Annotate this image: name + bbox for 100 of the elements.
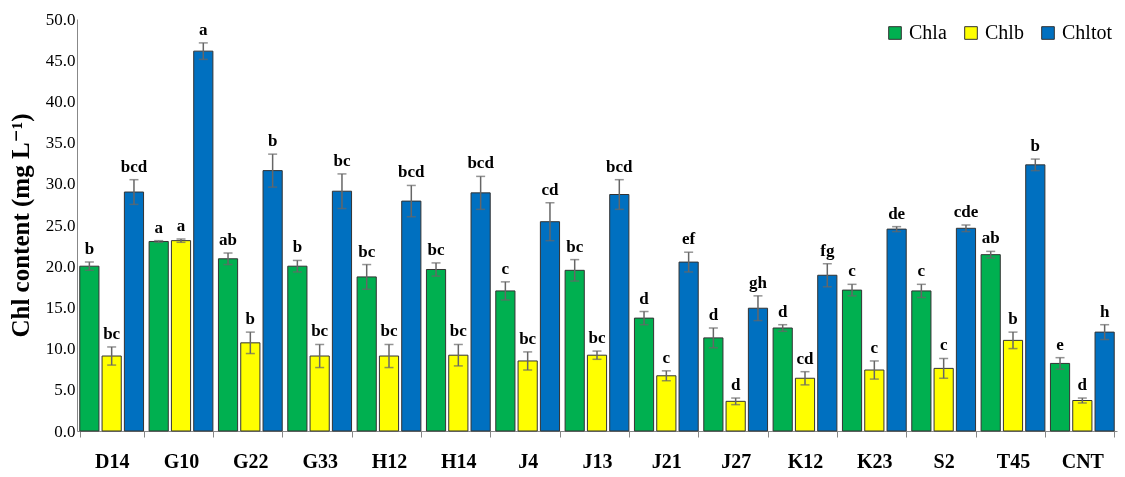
x-tick-label: H14 <box>441 449 477 472</box>
x-tick-label: S2 <box>933 449 955 472</box>
x-tick-label: K12 <box>787 449 824 472</box>
bar <box>955 227 977 432</box>
y-tick-label: 0.0 <box>54 421 76 441</box>
bar <box>1025 164 1046 432</box>
x-tick-label: G10 <box>163 449 200 472</box>
y-tick-label: 30.0 <box>45 174 76 194</box>
x-tick-label: CNT <box>1061 449 1105 472</box>
y-tick-label: 45.0 <box>45 50 76 70</box>
data-label: b <box>292 237 303 257</box>
data-label: c <box>848 261 857 281</box>
data-label: d <box>639 288 650 308</box>
data-label: a <box>176 216 186 236</box>
bar <box>564 269 585 432</box>
data-label: e <box>1056 334 1065 354</box>
y-tick-label: 5.0 <box>54 380 76 400</box>
bar <box>633 317 655 432</box>
data-label: bcd <box>467 153 495 173</box>
bar <box>586 354 608 432</box>
bar <box>378 355 400 432</box>
bar <box>193 50 214 432</box>
data-label: c <box>870 337 879 357</box>
data-label: bc <box>311 321 329 341</box>
data-label: bc <box>566 236 584 256</box>
data-label: c <box>939 335 948 355</box>
y-tick-label: 10.0 <box>45 339 76 359</box>
x-tick-label: J4 <box>518 449 539 472</box>
bar <box>401 200 422 432</box>
data-label: b <box>1008 309 1018 329</box>
y-tick-label: 40.0 <box>45 91 76 111</box>
bar <box>772 327 793 432</box>
data-label: ab <box>981 228 1000 248</box>
x-tick-label: T45 <box>996 449 1031 472</box>
data-label: c <box>662 347 671 367</box>
data-label: bc <box>427 239 445 259</box>
bar <box>425 269 447 432</box>
data-label: h <box>1099 301 1110 321</box>
legend-label: Chltot <box>1062 21 1113 43</box>
data-label: c <box>917 261 926 281</box>
data-label: b <box>267 131 278 151</box>
legend-label: Chlb <box>985 21 1024 43</box>
data-label: bcd <box>606 156 634 176</box>
bar <box>356 276 377 432</box>
data-label: b <box>245 309 256 329</box>
data-label: bc <box>449 321 468 341</box>
x-tick-label: K23 <box>857 449 893 472</box>
y-axis-title: Chl content (mg L⁻¹) <box>6 113 35 338</box>
data-label: ef <box>682 229 696 249</box>
data-label: a <box>199 19 209 39</box>
data-label: cde <box>953 202 979 221</box>
data-label: b <box>1030 136 1041 156</box>
bar <box>1049 362 1071 432</box>
x-tick-label: D14 <box>94 449 130 472</box>
data-label: bcd <box>398 162 426 182</box>
legend-label: Chla <box>909 21 947 43</box>
data-label: gh <box>748 272 768 292</box>
bar <box>1002 339 1024 432</box>
y-tick-label: 35.0 <box>45 133 76 153</box>
x-tick-label: J27 <box>721 449 752 472</box>
data-label: bc <box>588 328 606 348</box>
x-tick-label: G33 <box>302 449 338 472</box>
y-tick-label: 25.0 <box>45 215 76 235</box>
x-tick-label: J21 <box>651 449 682 472</box>
bar <box>217 258 239 432</box>
bar <box>170 240 192 432</box>
data-label: cd <box>541 179 560 199</box>
data-label: bc <box>333 150 351 170</box>
bar <box>841 289 863 432</box>
bar <box>148 240 169 432</box>
data-label: bcd <box>120 156 148 176</box>
data-label: d <box>777 301 788 321</box>
data-label: bc <box>358 241 376 261</box>
data-label: ab <box>219 230 238 250</box>
data-label: a <box>154 217 164 237</box>
bar <box>539 221 561 432</box>
x-tick-label: H12 <box>371 449 408 472</box>
bar <box>747 307 769 432</box>
data-label: bc <box>380 321 398 341</box>
y-tick-label: 15.0 <box>45 297 76 317</box>
bar <box>980 254 1001 432</box>
data-label: bc <box>103 323 121 343</box>
bar <box>817 274 838 432</box>
data-label: d <box>730 375 741 395</box>
bar <box>331 190 353 432</box>
bar <box>609 194 630 432</box>
bar <box>123 191 145 432</box>
data-label: d <box>1077 375 1088 395</box>
x-tick-label: J13 <box>582 449 613 472</box>
data-label: bc <box>519 328 537 348</box>
data-label: c <box>501 258 510 278</box>
y-tick-label: 50.0 <box>45 9 76 29</box>
data-label: cd <box>796 348 815 368</box>
data-label: b <box>84 239 95 259</box>
x-tick-label: G22 <box>233 449 269 472</box>
y-tick-label: 20.0 <box>45 256 76 276</box>
data-label: de <box>888 203 906 223</box>
bar <box>794 377 816 432</box>
data-label: fg <box>820 240 835 260</box>
data-label: d <box>708 305 719 324</box>
